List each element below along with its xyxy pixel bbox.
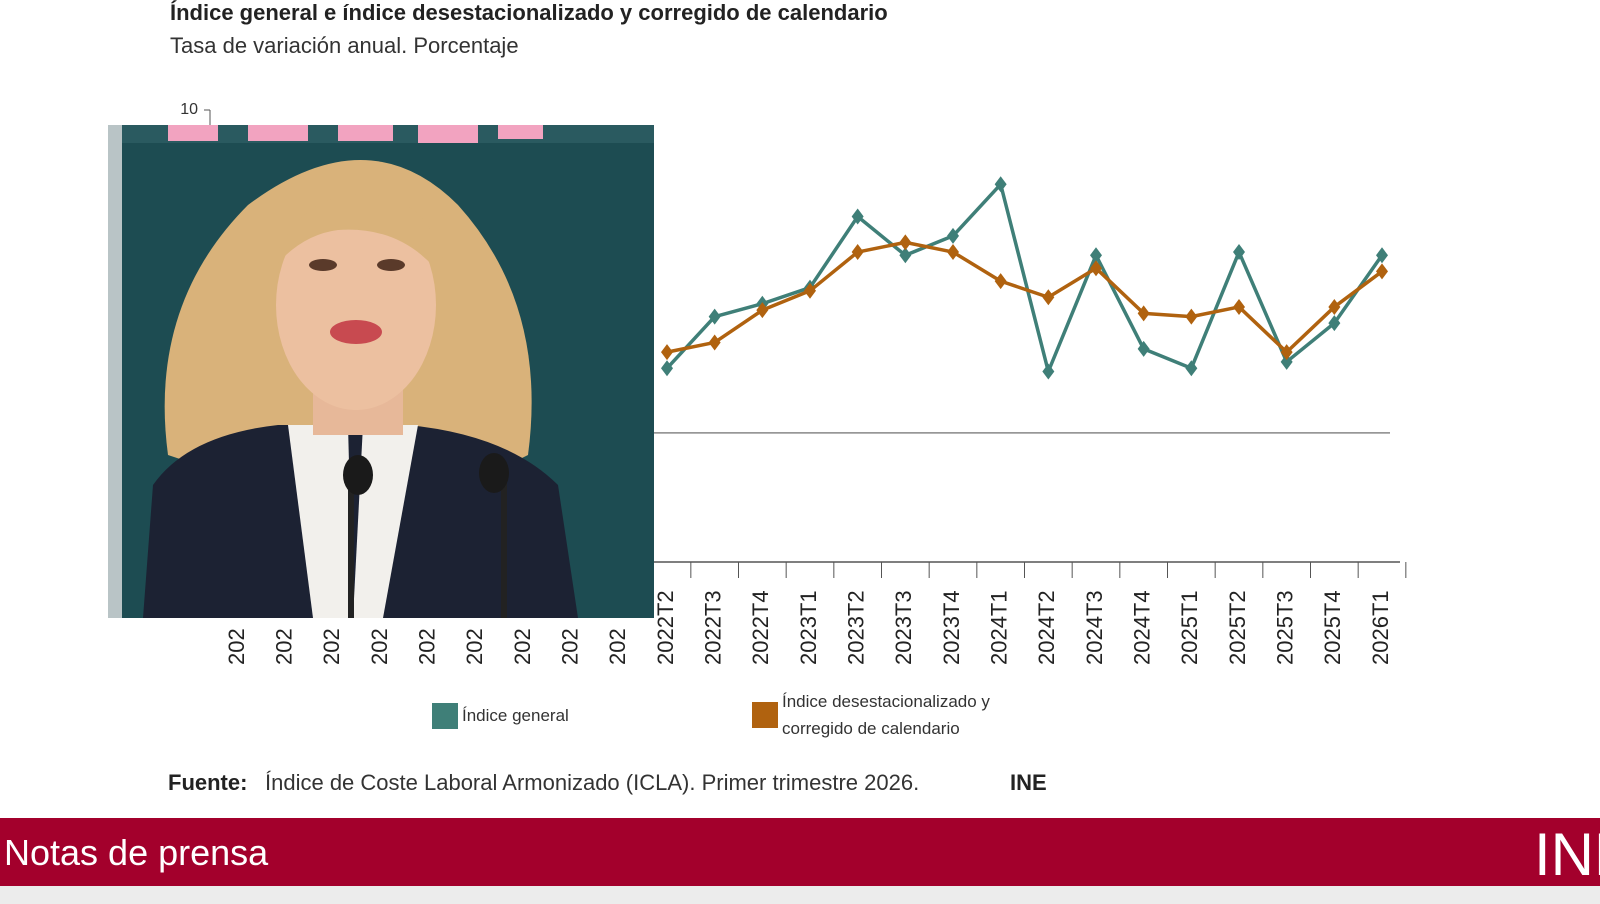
point-marker bbox=[851, 208, 864, 225]
x-tick-label: 2025T4 bbox=[1320, 590, 1345, 665]
x-tick-label: 202 bbox=[557, 628, 582, 665]
legend-label: Índice desestacionalizado y corregido de… bbox=[782, 692, 990, 738]
point-marker bbox=[994, 273, 1007, 290]
point-marker bbox=[1376, 247, 1388, 264]
point-marker bbox=[756, 302, 769, 319]
x-tick-label: 2023T4 bbox=[939, 590, 964, 665]
legend-item: Índice general bbox=[432, 702, 702, 729]
x-tick-label: 2024T2 bbox=[1034, 590, 1059, 665]
point-marker bbox=[947, 244, 959, 261]
footer-logo: INE bbox=[1534, 821, 1600, 888]
x-tick-label: 2022T4 bbox=[748, 590, 773, 665]
point-marker bbox=[1185, 360, 1198, 377]
x-tick-label: 2026T1 bbox=[1368, 590, 1393, 665]
point-marker bbox=[1233, 298, 1245, 315]
point-marker bbox=[1042, 363, 1055, 380]
point-marker bbox=[804, 282, 816, 299]
point-marker bbox=[661, 344, 673, 361]
x-tick-label: 202 bbox=[367, 628, 392, 665]
point-marker bbox=[1090, 247, 1102, 264]
series-line bbox=[665, 182, 1384, 374]
point-marker bbox=[994, 176, 1007, 193]
x-tick-label: 202 bbox=[319, 628, 344, 665]
x-tick-label: 202 bbox=[462, 628, 487, 665]
chart-subtitle: Tasa de variación anual. Porcentaje bbox=[170, 33, 519, 58]
point-marker bbox=[1090, 260, 1102, 277]
point-marker bbox=[708, 334, 721, 351]
point-marker bbox=[1280, 344, 1293, 361]
x-tick-label: 202 bbox=[605, 628, 630, 665]
x-tick-label: 202 bbox=[271, 628, 296, 665]
x-tick-label: 2024T4 bbox=[1129, 590, 1154, 665]
x-tick-label: 2022T2 bbox=[653, 590, 678, 665]
x-tick-label: 2025T3 bbox=[1272, 590, 1297, 665]
point-marker bbox=[1137, 305, 1150, 322]
photo bbox=[108, 125, 654, 618]
point-marker bbox=[1137, 340, 1150, 357]
point-marker bbox=[1376, 263, 1388, 280]
x-tick-label: 2022T3 bbox=[700, 590, 725, 665]
x-tick-label: 2025T1 bbox=[1177, 590, 1202, 665]
point-marker bbox=[1233, 244, 1245, 261]
legend-swatch bbox=[752, 702, 778, 728]
x-tick-label: 202 bbox=[224, 628, 249, 665]
legend-item: Índice desestacionalizado y corregido de… bbox=[752, 688, 1022, 742]
x-tick-label: 202 bbox=[414, 628, 439, 665]
footer-title: Notas de prensa bbox=[4, 832, 269, 873]
footer-strip bbox=[0, 886, 1600, 904]
point-marker bbox=[899, 234, 912, 251]
source-org: INE bbox=[1010, 770, 1047, 795]
x-tick-label: 202 bbox=[510, 628, 535, 665]
point-marker bbox=[899, 247, 912, 264]
point-marker bbox=[1280, 353, 1293, 370]
x-tick-label: 2024T1 bbox=[986, 590, 1011, 665]
chart: Índice general e índice desestacionaliza… bbox=[168, 0, 1407, 795]
source-label: Fuente: bbox=[168, 770, 247, 795]
x-tick-label: 2023T1 bbox=[796, 590, 821, 665]
footer-bar: Notas de prensa INE bbox=[0, 818, 1600, 888]
x-tick-label: 2024T3 bbox=[1082, 590, 1107, 665]
point-marker bbox=[1185, 308, 1198, 325]
point-marker bbox=[661, 360, 673, 377]
legend-label: Índice general bbox=[462, 706, 569, 725]
source-text: Índice de Coste Laboral Armonizado (ICLA… bbox=[265, 770, 919, 795]
x-tick-label: 2025T2 bbox=[1225, 590, 1250, 665]
x-tick-label: 2023T2 bbox=[843, 590, 868, 665]
point-marker bbox=[851, 244, 864, 261]
y-tick-label: 10 bbox=[180, 101, 198, 118]
legend-swatch bbox=[432, 702, 458, 729]
chart-title: Índice general e índice desestacionaliza… bbox=[170, 0, 888, 25]
point-marker bbox=[1042, 289, 1055, 306]
point-marker bbox=[1328, 298, 1341, 315]
point-marker bbox=[708, 308, 721, 325]
point-marker bbox=[947, 227, 959, 244]
series-line bbox=[666, 240, 1384, 354]
point-marker bbox=[1328, 315, 1341, 332]
x-tick-label: 2023T3 bbox=[891, 590, 916, 665]
